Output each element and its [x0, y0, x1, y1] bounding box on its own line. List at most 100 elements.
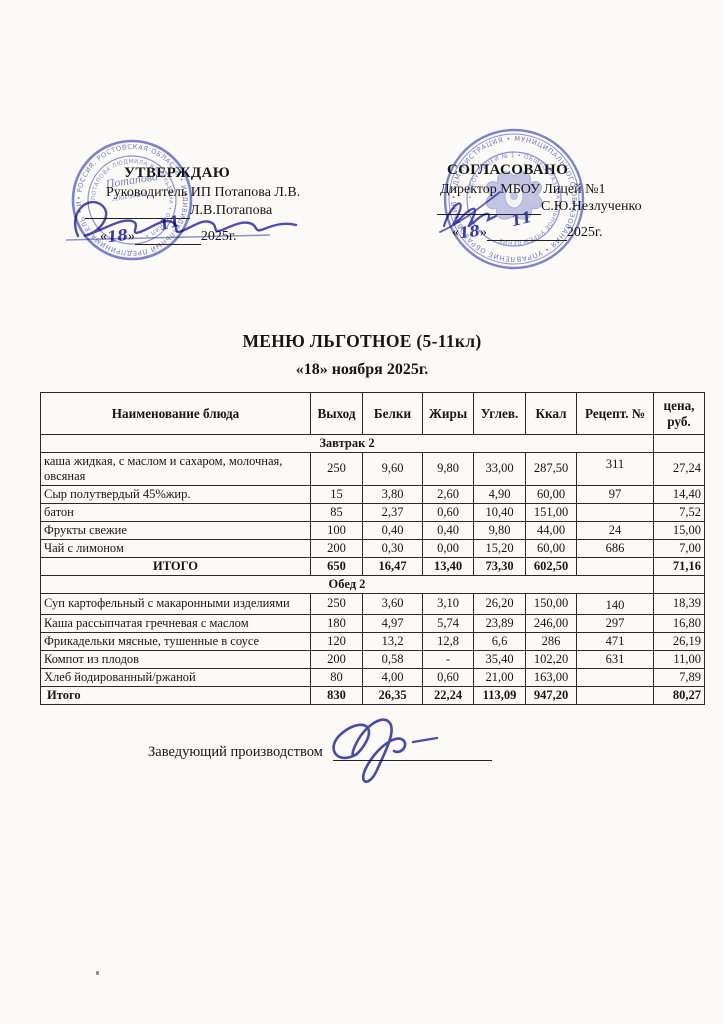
empty-cell: [653, 434, 705, 453]
menu-table-body: Завтрак 2 каша жидкая, с маслом и сахаром…: [40, 434, 705, 705]
section-row: Завтрак 2: [40, 434, 705, 453]
footer-role-label: Заведующий производством: [148, 744, 323, 760]
stamp-emblem: [485, 171, 543, 220]
date-underline: 11: [486, 208, 567, 241]
column-header-protein: Белки: [362, 392, 423, 435]
scan-speck: [96, 971, 99, 975]
approval-left-role: Руководитель ИП Потапова Л.В.: [106, 185, 301, 200]
menu-row: Фрукты свежие 100 0,40 0,40 9,80 44,00 24 15,00: [40, 520, 705, 540]
cell-out: 200: [310, 649, 363, 669]
cell-out: 100: [310, 520, 363, 540]
cell-carb: 35,40: [473, 649, 526, 669]
total-fat: 13,40: [422, 556, 474, 576]
signature-potapova: [65, 201, 298, 241]
cell-protein: 0,40: [362, 520, 423, 540]
cell-kcal: 287,50: [525, 452, 577, 486]
signature-production-manager: [332, 718, 439, 783]
cell-recipe: [576, 667, 654, 687]
stamp-inner-ring: [87, 155, 177, 245]
cell-recipe: 686: [576, 538, 654, 558]
cell-fat: 0,60: [422, 502, 474, 522]
cell-kcal: 60,00: [525, 538, 577, 558]
cell-carb: 21,00: [473, 667, 526, 687]
total-price: 80,27: [653, 685, 705, 705]
total-name: Итого: [40, 685, 311, 705]
cell-name: Сыр полутвердый 45%жир.: [40, 484, 311, 504]
cell-kcal: 60,00: [525, 484, 577, 504]
column-header-recipe: Рецепт. №: [576, 392, 654, 435]
cell-name: Хлеб йодированный/ржаной: [40, 667, 311, 687]
cell-recipe: 97: [576, 484, 654, 504]
approval-right-name: С.Ю.Незлученко: [541, 199, 642, 214]
cell-protein: 2,37: [362, 502, 423, 522]
cell-fat: 2,60: [422, 484, 474, 504]
cell-kcal: 151,00: [525, 502, 577, 522]
approval-left-heading: УТВЕРЖДАЮ: [124, 165, 231, 181]
cell-price: 7,52: [653, 502, 705, 522]
column-header-price: цена, руб.: [653, 392, 705, 435]
total-carb: 73,30: [473, 556, 526, 576]
round-stamp-lyceum: • АДМИНИСТРАЦИЯ • МУНИЦИПАЛЬНОГО ОБРАЗОВ…: [441, 126, 585, 270]
cell-protein: 9,60: [362, 452, 423, 486]
empty-cell: [653, 574, 705, 594]
total-protein: 26,35: [362, 685, 423, 705]
cell-recipe: 311: [576, 452, 654, 486]
cell-out: 80: [310, 667, 363, 687]
cell-recipe: 140: [576, 592, 654, 615]
menu-table-header-row: Наименование блюда Выход Белки Жиры Углев. Кк…: [40, 392, 705, 435]
cell-fat: 5,74: [422, 613, 474, 633]
cell-kcal: 102,20: [525, 649, 577, 669]
total-price: 71,16: [653, 556, 705, 576]
quote-close: »: [479, 225, 487, 240]
cell-price: 27,24: [653, 452, 705, 486]
cell-recipe: 471: [576, 631, 654, 651]
cell-fat: 0,60: [422, 667, 474, 687]
cell-name: каша жидкая, с маслом и сахаром, молочна…: [40, 452, 311, 486]
cell-out: 250: [310, 452, 363, 486]
stamp-outer-ring: [443, 128, 585, 270]
menu-row: Суп картофельный с макаронными изделиями…: [40, 592, 705, 615]
menu-row: Чай с лимоном 200 0,30 0,00 15,20 60,00 686 7,0…: [40, 538, 705, 558]
column-header-name: Наименование блюда: [40, 392, 311, 435]
cell-protein: 4,00: [362, 667, 423, 687]
cell-protein: 4,97: [362, 613, 423, 633]
cell-price: 11,00: [653, 649, 705, 669]
cell-carb: 26,20: [473, 592, 526, 615]
approval-left-name: Л.В.Потапова: [190, 203, 273, 218]
total-kcal: 602,50: [525, 556, 577, 576]
meal-section-label: Завтрак 2: [40, 434, 654, 453]
cell-carb: 6,6: [473, 631, 526, 651]
cell-recipe: 24: [576, 520, 654, 540]
cell-name: Фрикадельки мясные, тушенные в соусе: [40, 631, 311, 651]
approval-right-heading: СОГЛАСОВАНО: [447, 162, 569, 178]
cell-carb: 4,90: [473, 484, 526, 504]
cell-kcal: 163,00: [525, 667, 577, 687]
document-date: «18» ноября 2025г.: [295, 361, 429, 378]
cell-carb: 9,80: [473, 520, 526, 540]
cell-price: 14,40: [653, 484, 705, 504]
cell-out: 15: [310, 484, 363, 504]
total-name: ИТОГО: [40, 556, 311, 576]
approval-right-year: 2025г.: [566, 225, 603, 240]
total-fat: 22,24: [422, 685, 474, 705]
cell-protein: 13,2: [362, 631, 423, 651]
signature-nezluchenko: [439, 191, 501, 233]
total-row: ИТОГО 650 16,47 13,40 73,30 602,50 71,16: [40, 556, 705, 576]
cell-name: Каша рассыпчатая гречневая с маслом: [40, 613, 311, 633]
menu-row: каша жидкая, с маслом и сахаром, молочна…: [40, 452, 705, 486]
cell-price: 18,39: [653, 592, 705, 615]
quote-open: «: [100, 229, 107, 244]
date-underline: 11: [134, 212, 201, 245]
stamp-inner-ring: [466, 151, 562, 247]
cell-name: Чай с лимоном: [40, 538, 311, 558]
cell-recipe: 297: [576, 613, 654, 633]
cell-carb: 33,00: [473, 452, 526, 486]
cell-fat: 3,10: [422, 592, 474, 615]
column-header-kcal: Ккал: [525, 392, 577, 435]
cell-recipe: [576, 502, 654, 522]
cell-name: Фрукты свежие: [40, 520, 311, 540]
cell-kcal: 246,00: [525, 613, 577, 633]
cell-kcal: 286: [525, 631, 577, 651]
menu-row: Фрикадельки мясные, тушенные в соусе 120 1…: [40, 631, 705, 651]
